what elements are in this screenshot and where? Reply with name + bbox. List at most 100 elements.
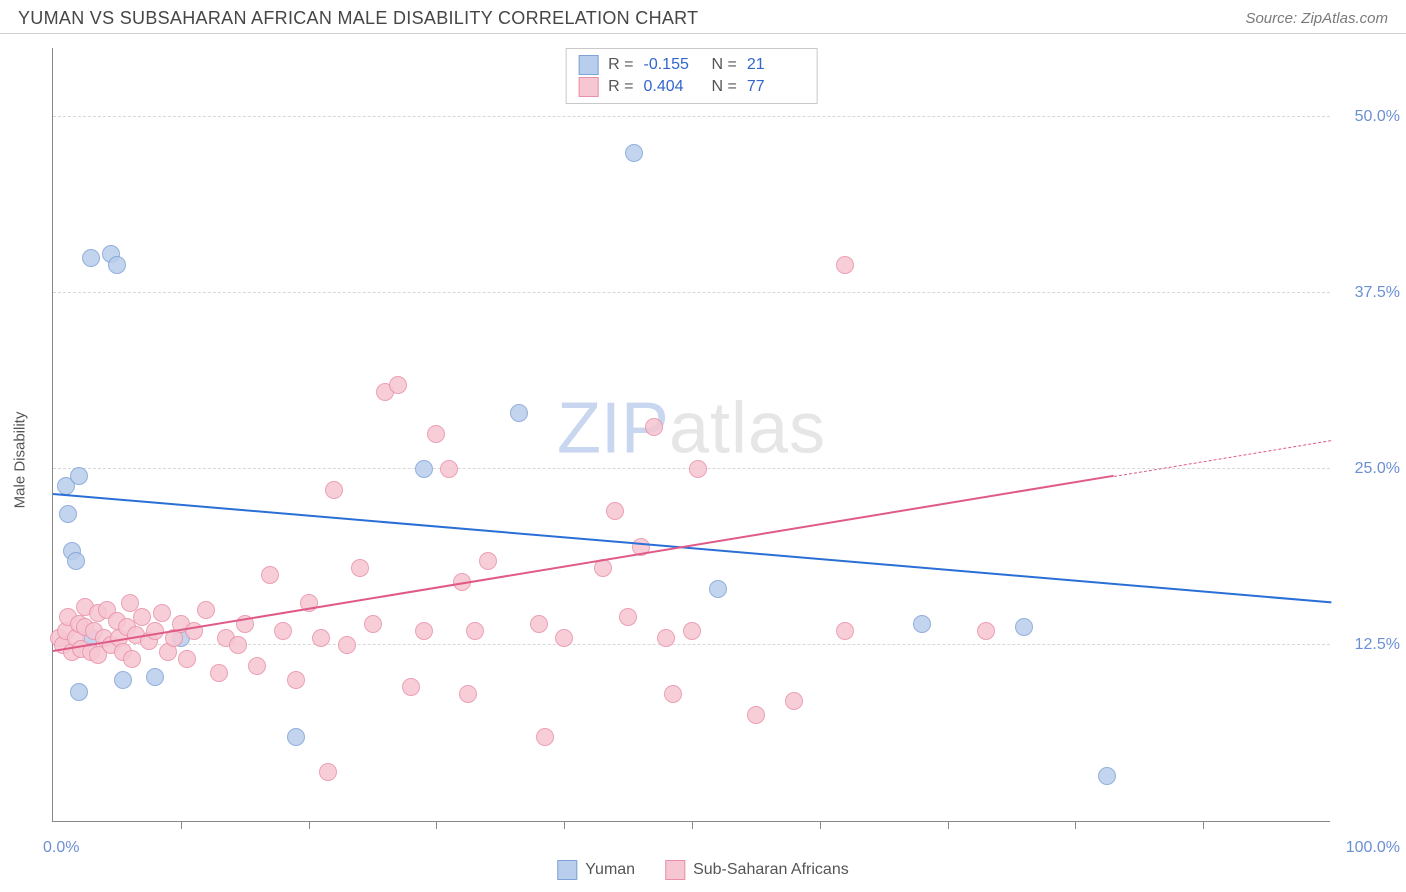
trendline-ssa: [53, 475, 1114, 652]
legend-swatch-yuman: [557, 860, 577, 880]
scatter-point-ssa: [325, 481, 343, 499]
x-max-label: 100.0%: [1346, 839, 1400, 857]
scatter-point-ssa: [415, 622, 433, 640]
legend-swatch-ssa: [665, 860, 685, 880]
scatter-point-ssa: [312, 629, 330, 647]
swatch-yuman: [578, 55, 598, 75]
x-tick: [692, 821, 693, 829]
scatter-point-ssa: [153, 604, 171, 622]
stat-r-yuman: -0.155: [644, 56, 696, 74]
scatter-point-yuman: [913, 615, 931, 633]
scatter-point-yuman: [709, 580, 727, 598]
stats-row-ssa: R = 0.404 N = 77: [578, 77, 805, 97]
x-tick: [1203, 821, 1204, 829]
watermark-part2: atlas: [669, 388, 826, 468]
stat-label-r: R =: [608, 78, 633, 96]
scatter-point-ssa: [689, 460, 707, 478]
scatter-point-ssa: [229, 636, 247, 654]
x-tick: [564, 821, 565, 829]
scatter-point-ssa: [977, 622, 995, 640]
chart-source: Source: ZipAtlas.com: [1245, 10, 1388, 27]
x-tick: [1075, 821, 1076, 829]
scatter-plot-area: ZIPatlas R = -0.155 N = 21 R = 0.404 N =…: [52, 48, 1330, 822]
trendline-dash-ssa: [1114, 440, 1331, 477]
legend-item-ssa: Sub-Saharan Africans: [665, 860, 849, 880]
gridline: [53, 116, 1330, 117]
scatter-point-ssa: [785, 692, 803, 710]
gridline: [53, 292, 1330, 293]
scatter-point-ssa: [319, 763, 337, 781]
scatter-point-ssa: [619, 608, 637, 626]
stat-label-n: N =: [712, 78, 737, 96]
stats-row-yuman: R = -0.155 N = 21: [578, 55, 805, 75]
scatter-point-ssa: [466, 622, 484, 640]
scatter-point-ssa: [364, 615, 382, 633]
scatter-point-ssa: [664, 685, 682, 703]
scatter-point-ssa: [530, 615, 548, 633]
scatter-point-yuman: [82, 249, 100, 267]
scatter-point-ssa: [351, 559, 369, 577]
stat-label-n: N =: [712, 56, 737, 74]
chart-title: YUMAN VS SUBSAHARAN AFRICAN MALE DISABIL…: [18, 8, 698, 29]
y-tick-label: 37.5%: [1340, 284, 1400, 302]
x-tick: [820, 821, 821, 829]
x-tick: [181, 821, 182, 829]
scatter-point-ssa: [427, 425, 445, 443]
y-tick-label: 12.5%: [1340, 636, 1400, 654]
scatter-point-ssa: [536, 728, 554, 746]
scatter-point-ssa: [606, 502, 624, 520]
scatter-point-ssa: [197, 601, 215, 619]
scatter-point-ssa: [836, 622, 854, 640]
legend-item-yuman: Yuman: [557, 860, 635, 880]
scatter-point-yuman: [287, 728, 305, 746]
scatter-point-yuman: [625, 144, 643, 162]
legend-label-ssa: Sub-Saharan Africans: [693, 861, 849, 879]
x-tick: [309, 821, 310, 829]
scatter-point-ssa: [210, 664, 228, 682]
scatter-point-ssa: [261, 566, 279, 584]
legend-label-yuman: Yuman: [585, 861, 635, 879]
scatter-point-yuman: [415, 460, 433, 478]
scatter-point-ssa: [402, 678, 420, 696]
scatter-point-ssa: [248, 657, 266, 675]
scatter-point-ssa: [683, 622, 701, 640]
scatter-point-yuman: [108, 256, 126, 274]
scatter-point-ssa: [645, 418, 663, 436]
y-tick-label: 50.0%: [1340, 108, 1400, 126]
scatter-point-yuman: [114, 671, 132, 689]
watermark: ZIPatlas: [557, 387, 826, 469]
scatter-point-ssa: [287, 671, 305, 689]
chart-container: Male Disability ZIPatlas R = -0.155 N = …: [0, 34, 1406, 886]
scatter-point-ssa: [389, 376, 407, 394]
scatter-point-yuman: [510, 404, 528, 422]
stat-n-yuman: 21: [747, 56, 799, 74]
stat-label-r: R =: [608, 56, 633, 74]
stat-n-ssa: 77: [747, 78, 799, 96]
y-axis-label: Male Disability: [12, 412, 29, 509]
scatter-point-ssa: [440, 460, 458, 478]
scatter-point-ssa: [479, 552, 497, 570]
stat-r-ssa: 0.404: [644, 78, 696, 96]
scatter-point-ssa: [836, 256, 854, 274]
legend-bottom: Yuman Sub-Saharan Africans: [557, 860, 848, 880]
scatter-point-ssa: [178, 650, 196, 668]
scatter-point-yuman: [1098, 767, 1116, 785]
x-min-label: 0.0%: [43, 839, 79, 857]
scatter-point-ssa: [274, 622, 292, 640]
y-tick-label: 25.0%: [1340, 460, 1400, 478]
scatter-point-ssa: [657, 629, 675, 647]
scatter-point-ssa: [123, 650, 141, 668]
scatter-point-ssa: [555, 629, 573, 647]
scatter-point-yuman: [70, 467, 88, 485]
scatter-point-yuman: [67, 552, 85, 570]
swatch-ssa: [578, 77, 598, 97]
x-tick: [436, 821, 437, 829]
scatter-point-yuman: [1015, 618, 1033, 636]
scatter-point-yuman: [146, 668, 164, 686]
scatter-point-ssa: [459, 685, 477, 703]
scatter-point-ssa: [338, 636, 356, 654]
trendline-yuman: [53, 493, 1331, 603]
x-tick: [948, 821, 949, 829]
chart-header: YUMAN VS SUBSAHARAN AFRICAN MALE DISABIL…: [0, 0, 1406, 34]
scatter-point-yuman: [70, 683, 88, 701]
